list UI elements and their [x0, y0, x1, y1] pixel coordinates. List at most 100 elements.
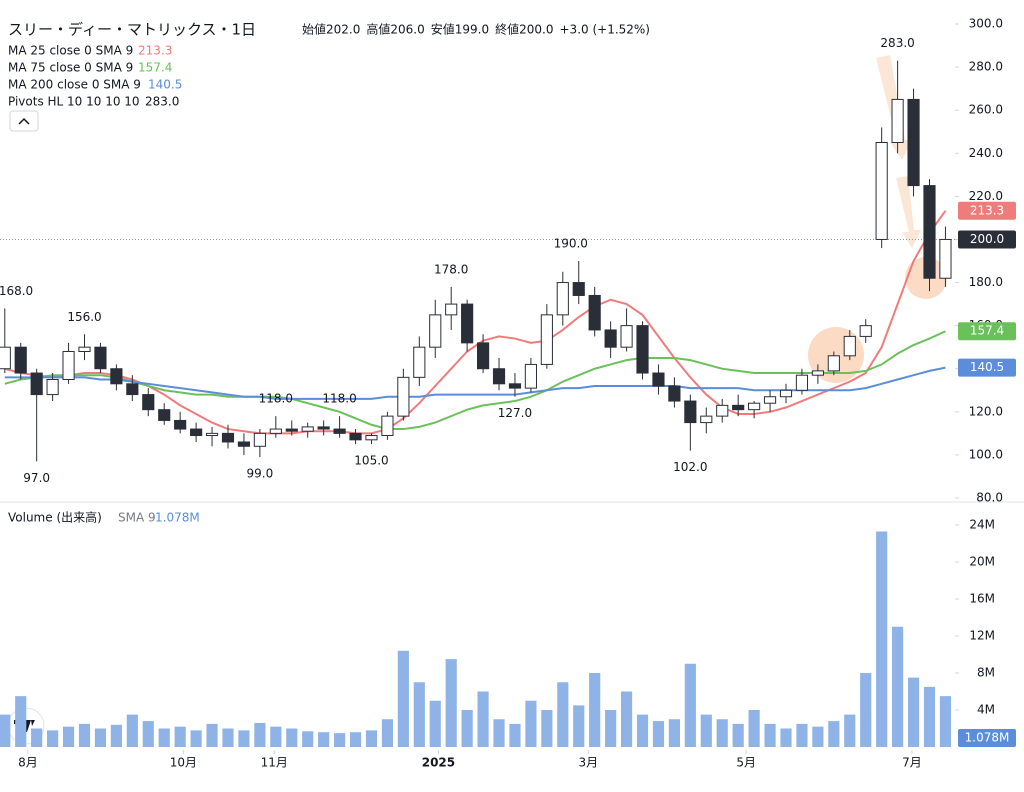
candle-body	[301, 426, 314, 432]
candle-body	[333, 428, 346, 434]
candle-body	[668, 385, 681, 402]
collapse-icon	[18, 117, 30, 125]
volume-bar	[764, 723, 776, 747]
volume-bar	[318, 732, 330, 747]
pivot-label: 190.0	[554, 237, 588, 251]
pivot-label: 99.0	[247, 467, 274, 481]
volume-bar	[397, 650, 409, 747]
candle-body	[779, 389, 793, 398]
legend-value: 283.0	[145, 95, 179, 109]
volume-bar	[589, 673, 601, 747]
volume-bar	[222, 728, 234, 747]
volume-bar	[509, 723, 521, 747]
volume-bar	[94, 728, 107, 747]
volume-bar	[78, 723, 91, 747]
volume-bar	[238, 730, 250, 747]
legend-value: 213.3	[138, 44, 172, 58]
pivot-label: 178.0	[434, 262, 468, 276]
candle-body	[875, 142, 888, 240]
volume-value: 1.078M	[155, 511, 200, 525]
candle-body	[205, 432, 219, 437]
price-badge	[958, 230, 1016, 249]
candle-body	[907, 98, 920, 187]
collapse-button[interactable]	[9, 110, 39, 132]
ohlc-label: 高値	[366, 22, 390, 37]
volume-bar	[796, 723, 808, 747]
volume-bar	[381, 719, 394, 747]
volume-bar	[780, 728, 792, 747]
legend-name: MA 75 close 0 SMA 9	[8, 61, 133, 75]
volume-bar	[302, 731, 314, 747]
candle-body	[923, 185, 936, 279]
candle-body	[158, 409, 171, 421]
y-tick-label: 220.0	[969, 189, 1003, 203]
price-badge-label: 200.0	[970, 232, 1004, 246]
pivot-label: 105.0	[354, 454, 388, 468]
candle-body	[748, 402, 761, 411]
candle-body	[237, 441, 251, 447]
candle-body	[349, 432, 362, 441]
volume-bar	[860, 673, 872, 747]
legend-name: MA 200 close 0 SMA 9	[8, 78, 141, 92]
candle-body	[636, 325, 649, 374]
candle-body	[604, 329, 617, 348]
volume-bar	[413, 682, 425, 747]
candle-body	[811, 370, 824, 376]
volume-bar	[286, 728, 298, 747]
candle-body	[0, 346, 11, 370]
legend-value: 140.5	[148, 78, 182, 92]
candle-body	[827, 355, 840, 372]
ma-badge-label: 213.3	[970, 203, 1004, 217]
volume-bar	[62, 726, 75, 747]
pivot-label: 283.0	[880, 36, 914, 50]
y-tick-label: 300.0	[969, 17, 1003, 31]
candle-body	[142, 394, 155, 411]
ohlc-value: 200.0	[519, 23, 553, 37]
candle-body	[508, 383, 522, 389]
candle-body	[684, 400, 697, 424]
y-tick-label: 260.0	[969, 103, 1003, 117]
ma-badge	[958, 322, 1016, 341]
volume-bar	[684, 663, 696, 747]
volume-bar	[349, 732, 362, 747]
volume-bar	[700, 714, 712, 747]
candle-body	[317, 426, 330, 430]
candle-body	[413, 346, 426, 378]
candle-body	[110, 368, 123, 385]
ohlc-label: 始値	[302, 22, 326, 37]
volume-bar	[429, 700, 441, 747]
x-tick-label: 11月	[261, 756, 288, 770]
pivot-label: 102.0	[673, 460, 707, 474]
volume-bar	[190, 730, 202, 747]
ohlc-value: 206.0	[390, 23, 424, 37]
candle-body	[429, 314, 442, 348]
candle-body	[365, 435, 378, 441]
y-tick-label: 120.0	[969, 404, 1003, 418]
chart-title: スリー・ディー・マトリックス・1日	[8, 21, 256, 39]
volume-bar	[493, 719, 505, 747]
volume-bar	[158, 728, 170, 747]
volume-bar	[365, 730, 378, 747]
candle-body	[62, 350, 75, 380]
candle-body	[572, 282, 585, 296]
arrow	[896, 176, 921, 248]
volume-bar	[652, 721, 665, 747]
volume-bar	[605, 710, 617, 747]
x-tick-label: 8月	[18, 756, 38, 770]
candle-body	[174, 419, 187, 430]
volume-bar	[844, 714, 856, 747]
volume-bar	[126, 714, 138, 747]
y-tick-label: 180.0	[969, 275, 1003, 289]
volume-title: Volume (出来高)	[8, 510, 102, 525]
candle-body	[556, 282, 569, 316]
candle-body	[397, 376, 410, 417]
volume-bar	[732, 723, 744, 747]
volume-bar	[206, 723, 218, 747]
x-tick-label: 3月	[578, 756, 598, 770]
candle-body	[46, 379, 59, 396]
candle-body	[477, 342, 490, 370]
candle-body	[524, 363, 537, 389]
volume-tick-label: 20M	[969, 555, 995, 569]
ma-badge	[958, 358, 1016, 377]
pivot-label: 118.0	[322, 392, 356, 406]
